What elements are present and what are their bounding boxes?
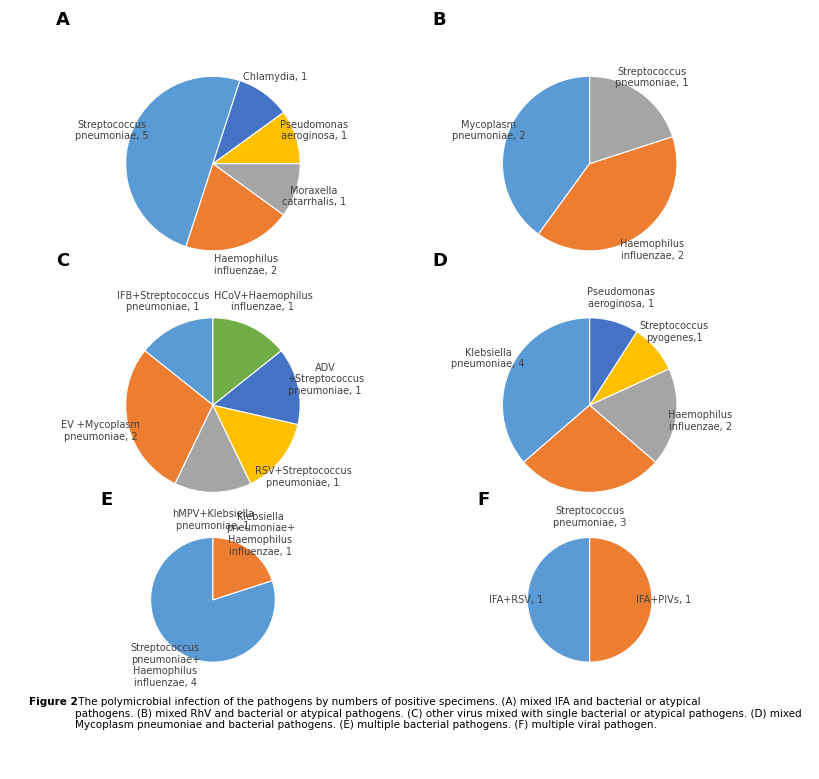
Text: F: F: [477, 491, 490, 509]
Text: HCoV+Haemophilus
influenzae, 1: HCoV+Haemophilus influenzae, 1: [214, 291, 312, 312]
Text: Pseudomonas
aeroginosa, 1: Pseudomonas aeroginosa, 1: [587, 287, 655, 308]
Text: The polymicrobial infection of the pathogens by numbers of positive specimens. (: The polymicrobial infection of the patho…: [75, 697, 802, 731]
Wedge shape: [186, 164, 283, 251]
Wedge shape: [125, 351, 213, 484]
Wedge shape: [125, 76, 240, 247]
Wedge shape: [213, 318, 281, 405]
Text: Streptococcus
pyogenes,1: Streptococcus pyogenes,1: [640, 321, 708, 343]
Wedge shape: [502, 76, 590, 234]
Wedge shape: [523, 405, 656, 492]
Text: EV +Mycoplasm
pneumoniae, 2: EV +Mycoplasm pneumoniae, 2: [61, 420, 140, 442]
Wedge shape: [213, 351, 301, 425]
Text: IFB+Streptococcus
pneumoniae, 1: IFB+Streptococcus pneumoniae, 1: [117, 291, 209, 312]
Text: Haemophilus
influenzae, 2: Haemophilus influenzae, 2: [668, 411, 732, 432]
Wedge shape: [213, 405, 298, 484]
Text: Pseudomonas
aeroginosa, 1: Pseudomonas aeroginosa, 1: [280, 120, 348, 142]
Text: hMPV+Klebsiella
pneumoniae, 1: hMPV+Klebsiella pneumoniae, 1: [172, 509, 254, 531]
Wedge shape: [502, 318, 590, 462]
Wedge shape: [590, 538, 652, 662]
Text: A: A: [56, 11, 70, 29]
Wedge shape: [213, 164, 301, 215]
Wedge shape: [527, 538, 590, 662]
Text: ADV
+Streptococcus
pneumoniae, 1: ADV +Streptococcus pneumoniae, 1: [287, 363, 364, 396]
Text: Haemophilus
influenzae, 2: Haemophilus influenzae, 2: [214, 254, 278, 276]
Text: Mycoplasm
pneumoniae, 2: Mycoplasm pneumoniae, 2: [451, 120, 525, 142]
Text: RSV+Streptococcus
pneumoniae, 1: RSV+Streptococcus pneumoniae, 1: [255, 466, 351, 488]
Wedge shape: [213, 80, 283, 164]
Text: Haemophilus
influenzae, 2: Haemophilus influenzae, 2: [620, 239, 685, 260]
Text: IFA+RSV, 1: IFA+RSV, 1: [489, 595, 543, 605]
Text: Streptococcus
pneumoniae+
Haemophilus
influenzae, 4: Streptococcus pneumoniae+ Haemophilus in…: [131, 643, 200, 688]
Text: Streptococcus
pneumoniae, 1: Streptococcus pneumoniae, 1: [616, 67, 689, 88]
Wedge shape: [590, 332, 669, 405]
Wedge shape: [590, 76, 672, 164]
Text: Chlamydia, 1: Chlamydia, 1: [243, 72, 308, 83]
Text: Streptococcus
pneumoniae, 3: Streptococcus pneumoniae, 3: [553, 506, 627, 527]
Wedge shape: [538, 136, 677, 251]
Text: Klebsiella
pneumoniae, 4: Klebsiella pneumoniae, 4: [451, 348, 525, 369]
Wedge shape: [145, 318, 213, 405]
Text: Figure 2: Figure 2: [29, 697, 78, 707]
Wedge shape: [213, 112, 301, 164]
Text: C: C: [56, 252, 69, 270]
Text: Streptococcus
pneumoniae, 5: Streptococcus pneumoniae, 5: [75, 120, 148, 142]
Wedge shape: [151, 538, 275, 662]
Text: E: E: [101, 491, 113, 509]
Text: Moraxella
catarrhalis, 1: Moraxella catarrhalis, 1: [282, 185, 346, 207]
Text: Klebsiella
pneumoniae+
Haemophilus
influenzae, 1: Klebsiella pneumoniae+ Haemophilus influ…: [226, 512, 295, 557]
Wedge shape: [213, 538, 272, 600]
Wedge shape: [590, 318, 637, 405]
Text: IFA+PIVs, 1: IFA+PIVs, 1: [636, 595, 691, 605]
Text: B: B: [432, 11, 446, 29]
Wedge shape: [590, 368, 677, 462]
Wedge shape: [175, 405, 251, 492]
Text: D: D: [432, 252, 448, 270]
